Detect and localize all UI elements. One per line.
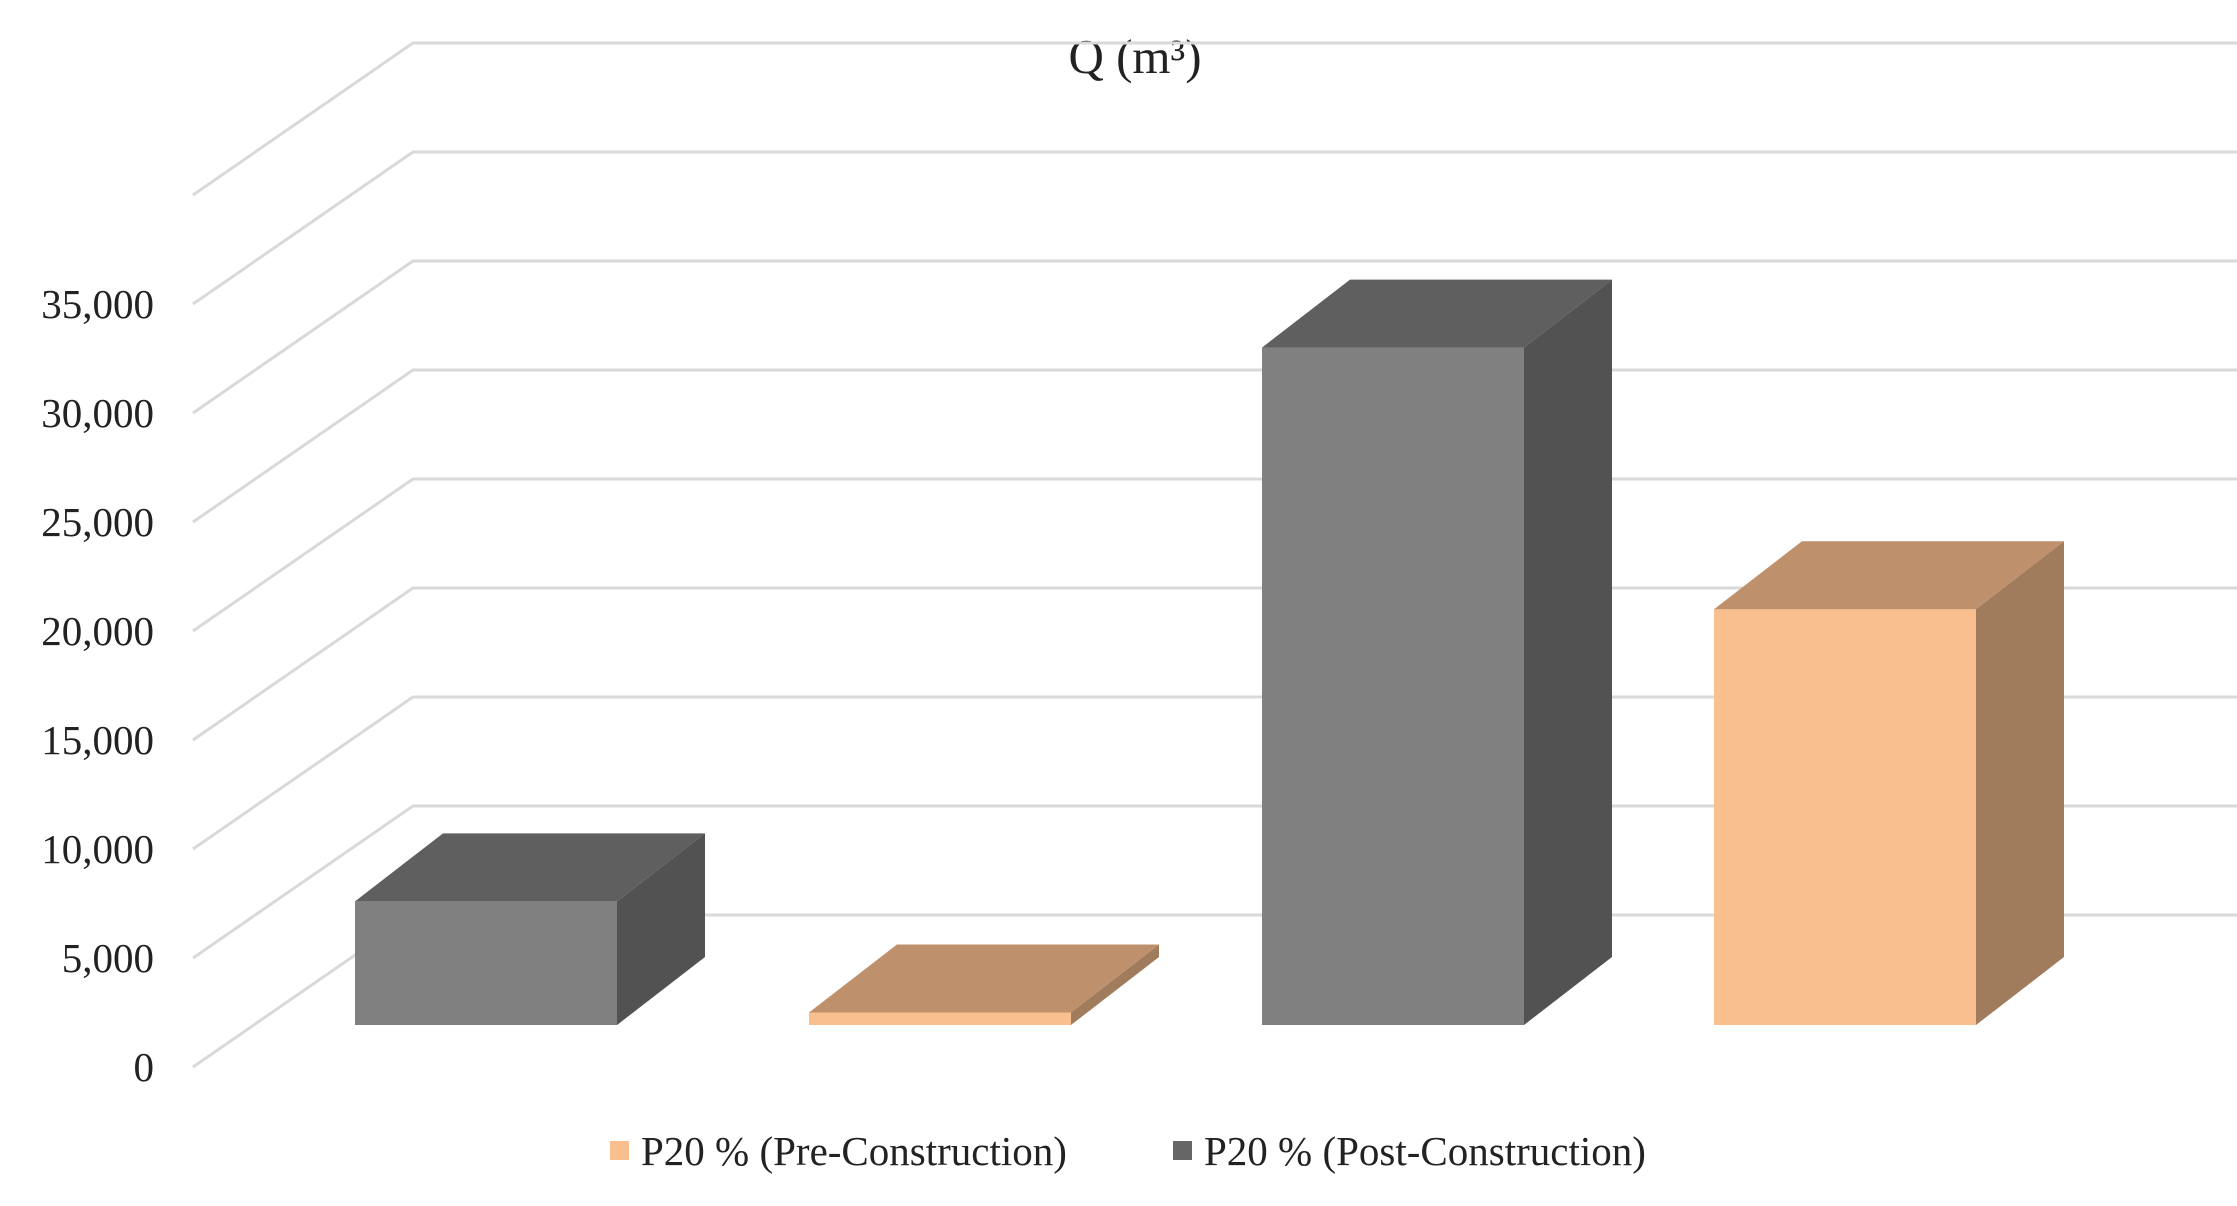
gridline <box>192 150 2237 306</box>
gridline <box>192 41 2237 197</box>
grid-layer <box>192 41 2237 1069</box>
legend-label-pre-construction: P20 % (Pre-Construction) <box>641 1128 1067 1174</box>
bar-top-face <box>1262 279 1612 348</box>
bar-front-face <box>1714 609 1976 1025</box>
y-tick-label: 30,000 <box>41 390 154 436</box>
bar-post-construction <box>355 833 705 1025</box>
bar-front-face <box>355 901 617 1025</box>
y-tick-label: 20,000 <box>41 608 154 654</box>
gridline <box>192 259 2237 415</box>
y-tick-label: 35,000 <box>41 281 154 327</box>
bars <box>355 279 2064 1026</box>
gridline <box>192 368 2237 524</box>
y-tick-label: 0 <box>134 1044 155 1090</box>
bar-top-face <box>355 833 705 902</box>
legend-swatch-pre-construction <box>610 1141 629 1160</box>
bar-front-face <box>809 1012 1071 1025</box>
legend-label-post-construction: P20 % (Post-Construction) <box>1204 1128 1646 1174</box>
legend: P20 % (Pre-Construction) P20 % (Post-Con… <box>610 1128 1646 1174</box>
y-tick-label: 15,000 <box>41 717 154 763</box>
bar-top-face <box>809 944 1159 1013</box>
legend-swatch-post-construction <box>1173 1141 1192 1160</box>
gridline <box>192 695 2237 851</box>
bar-pre-construction <box>809 944 1159 1025</box>
bar-side-face <box>1524 279 1612 1026</box>
y-tick-label: 10,000 <box>41 826 154 872</box>
bar-top-face <box>1714 541 2064 610</box>
chart-title: Q (m³) <box>1068 29 1201 84</box>
y-tick-label: 25,000 <box>41 499 154 545</box>
bar-side-face <box>1976 541 2064 1025</box>
bar-front-face <box>1262 347 1524 1026</box>
gridline <box>192 586 2237 742</box>
bar-pre-construction <box>1714 541 2064 1025</box>
y-axis-ticks: 0 5,000 10,000 15,000 20,000 25,000 30,000 35,0… <box>41 281 154 1090</box>
y-tick-label: 5,000 <box>62 935 154 981</box>
gridline <box>192 477 2237 633</box>
gridline <box>192 804 2237 960</box>
bar-post-construction <box>1262 279 1612 1026</box>
bar-side-face <box>1071 944 1159 1025</box>
bar-side-face <box>617 833 705 1025</box>
